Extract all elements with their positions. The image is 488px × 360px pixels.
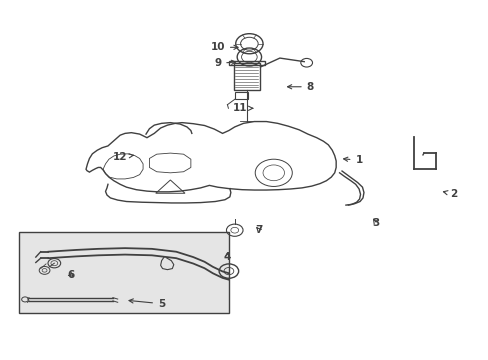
Text: 6: 6 [68, 270, 75, 280]
Text: 5: 5 [129, 299, 165, 309]
Text: 3: 3 [372, 218, 379, 228]
Bar [234, 92, 248, 99]
Text: 10: 10 [210, 42, 238, 52]
Text: 9: 9 [214, 58, 235, 68]
Text: 4: 4 [224, 252, 231, 262]
Bar [19, 232, 228, 313]
Bar [233, 63, 260, 90]
Text: 12: 12 [113, 152, 133, 162]
Text: 11: 11 [232, 103, 252, 113]
Text: 1: 1 [343, 155, 362, 165]
Bar [229, 60, 264, 65]
Text: 7: 7 [255, 225, 262, 235]
Text: 8: 8 [287, 82, 313, 92]
Text: 2: 2 [443, 189, 457, 199]
